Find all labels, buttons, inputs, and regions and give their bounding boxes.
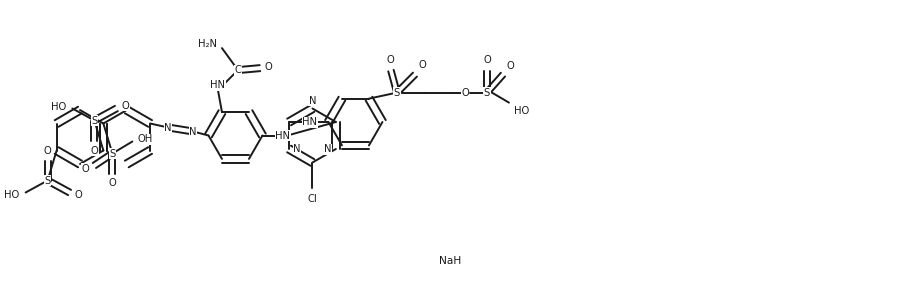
Text: O: O — [419, 60, 427, 70]
Text: HN: HN — [302, 117, 318, 127]
Text: N: N — [308, 95, 317, 105]
Text: N: N — [325, 144, 332, 154]
Text: N: N — [164, 123, 172, 132]
Text: H₂N: H₂N — [198, 39, 217, 49]
Text: Cl: Cl — [308, 194, 318, 203]
Text: N: N — [293, 144, 300, 154]
Text: HO: HO — [514, 105, 529, 116]
Text: HN: HN — [210, 80, 226, 90]
Text: O: O — [75, 190, 82, 201]
Text: NaH: NaH — [439, 256, 461, 266]
Text: HN: HN — [275, 131, 290, 140]
Text: HO: HO — [5, 190, 20, 199]
Text: S: S — [44, 175, 51, 186]
Text: O: O — [122, 101, 129, 110]
Text: C: C — [235, 65, 242, 75]
Text: S: S — [109, 149, 115, 158]
Text: O: O — [108, 179, 116, 188]
Text: S: S — [394, 88, 400, 98]
Text: O: O — [483, 55, 491, 65]
Text: S: S — [483, 88, 490, 98]
Text: O: O — [90, 145, 98, 155]
Text: O: O — [507, 61, 515, 71]
Text: O: O — [386, 55, 394, 65]
Text: OH: OH — [137, 134, 152, 144]
Text: HO: HO — [51, 101, 67, 112]
Text: N: N — [189, 127, 197, 136]
Text: O: O — [461, 88, 469, 98]
Text: O: O — [82, 164, 89, 173]
Text: S: S — [91, 116, 97, 125]
Text: O: O — [265, 62, 272, 72]
Text: O: O — [43, 145, 51, 155]
